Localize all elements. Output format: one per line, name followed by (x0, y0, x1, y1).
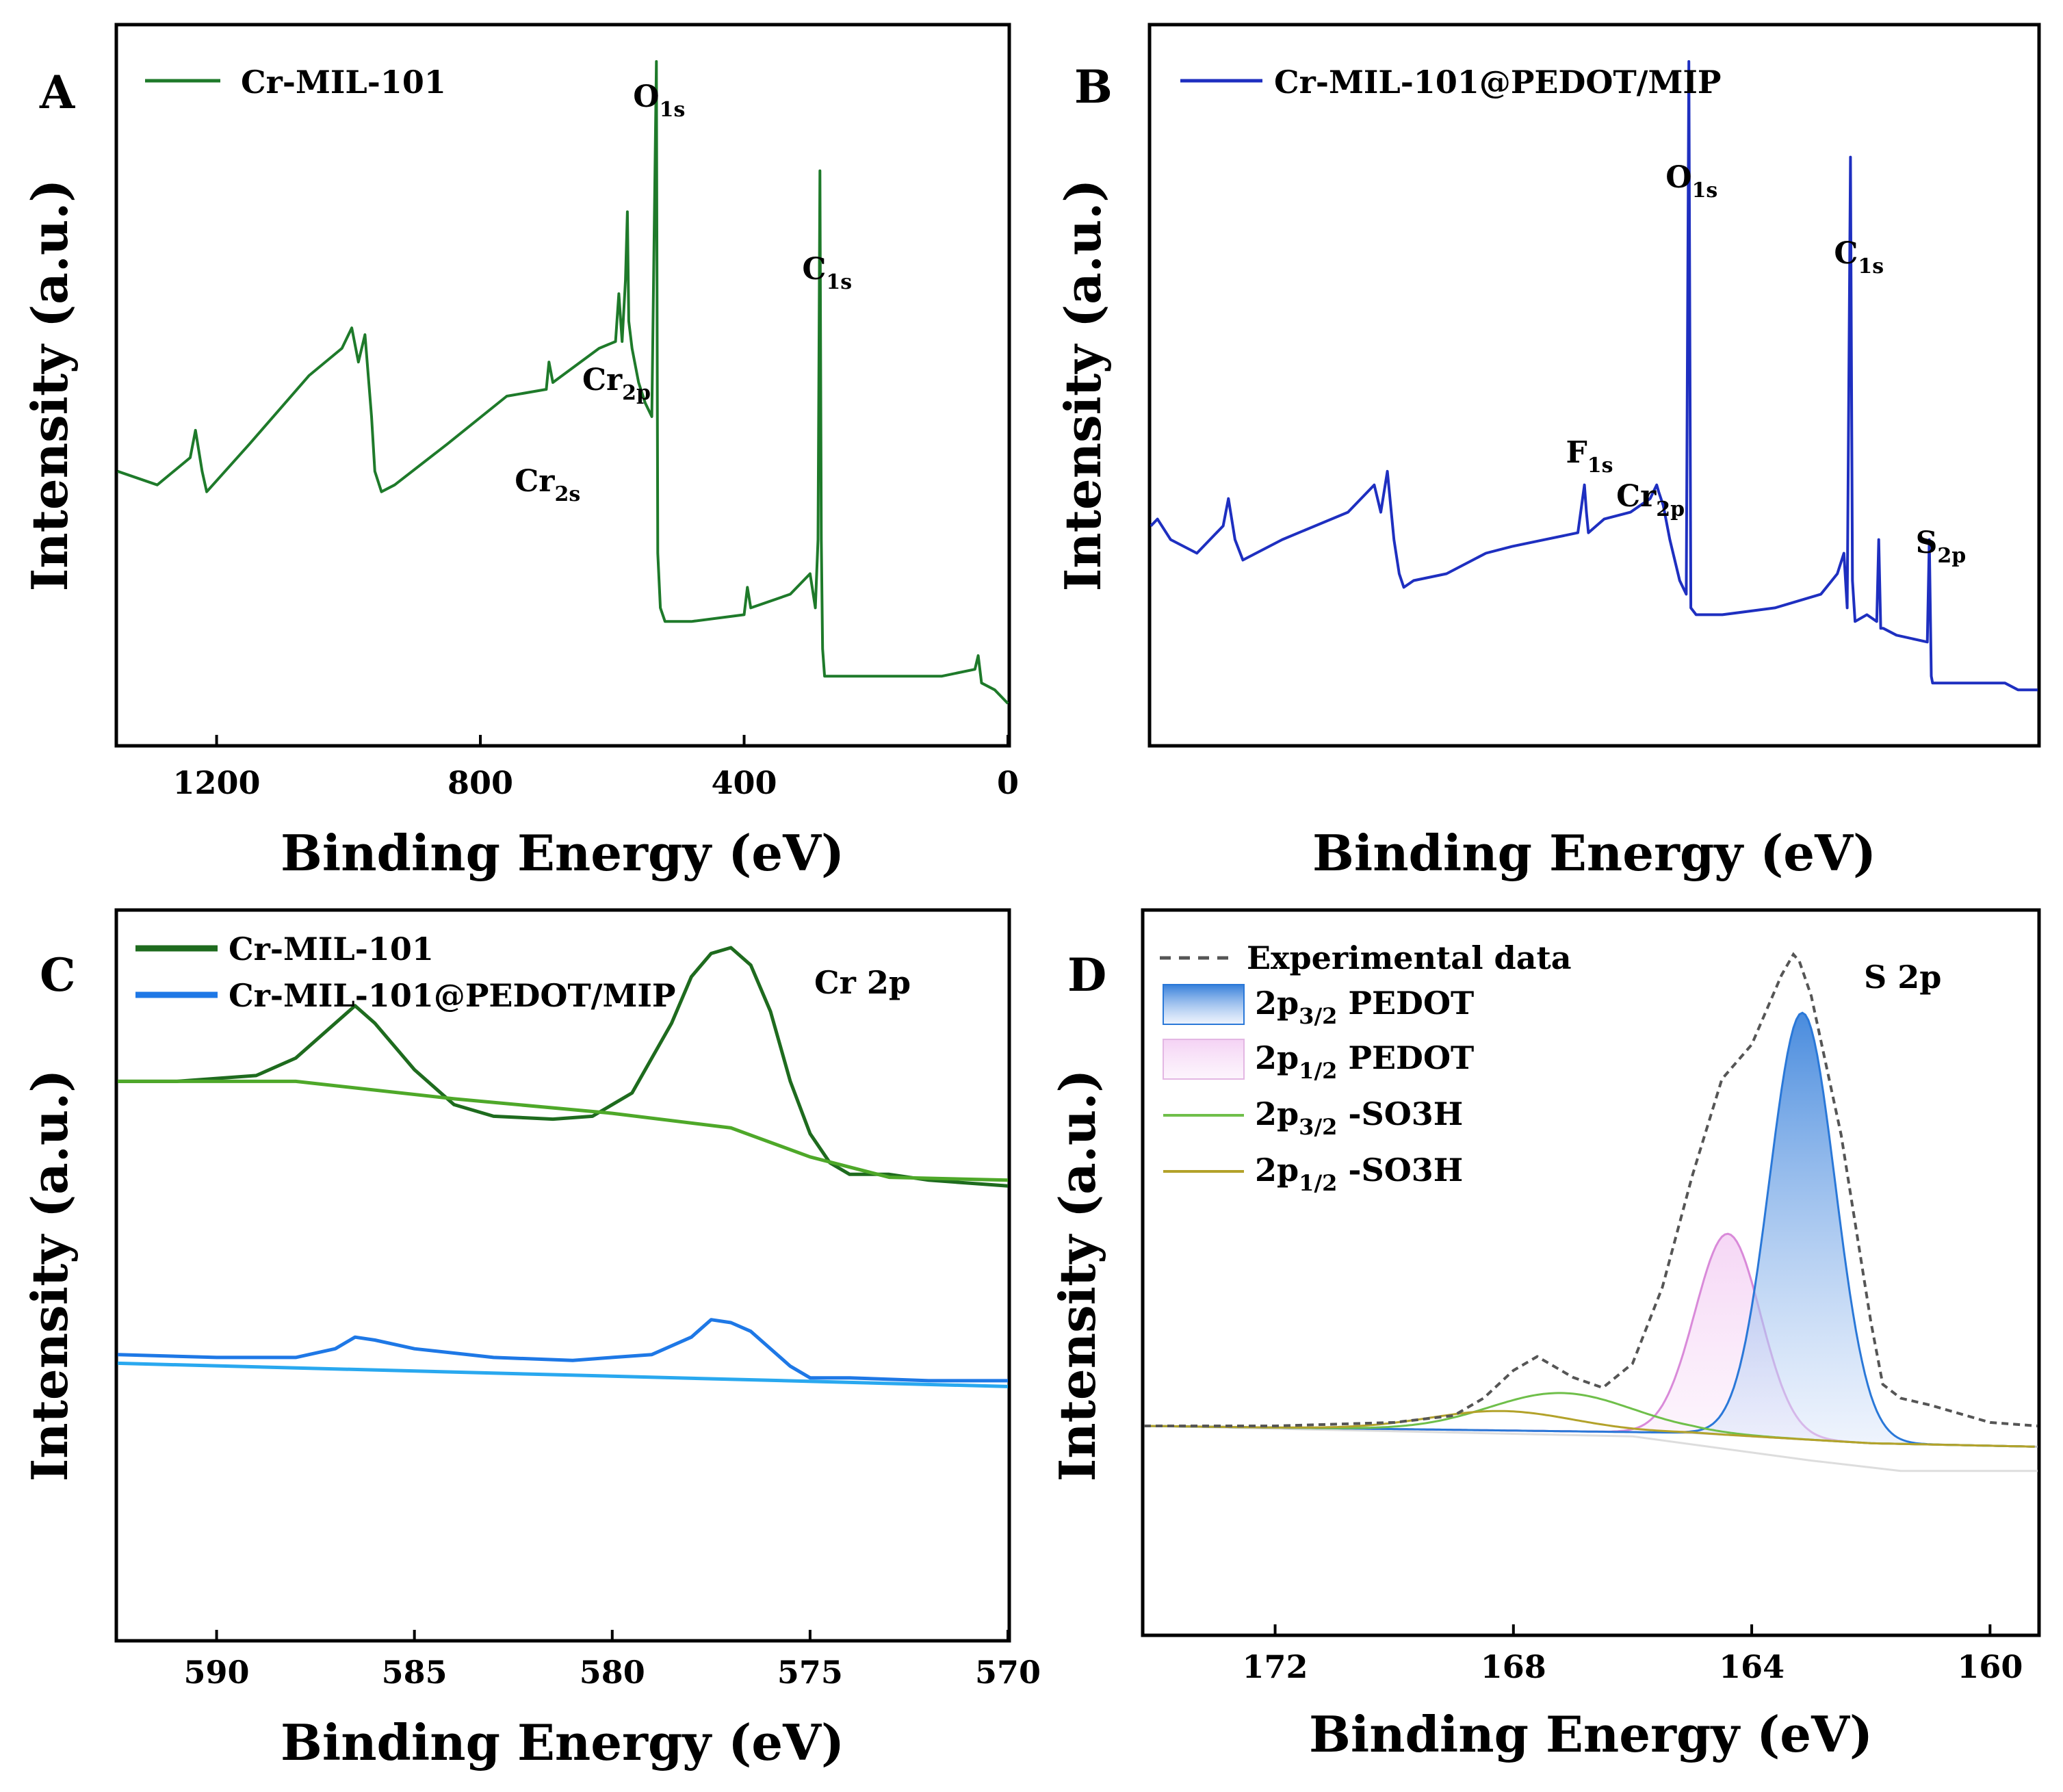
legend-swatch-2p12-pedot (1163, 1039, 1245, 1080)
panel-c-frame (114, 908, 1011, 1643)
panel-a-annotations: O1s C1s Cr2p Cr2s (515, 79, 852, 506)
series-line-cr-mil-101-pedot-mip-background (117, 1361, 1009, 1388)
legend-label-c-1: Cr-MIL-101 (229, 931, 434, 968)
x-tick-label: 172 (1243, 1648, 1308, 1685)
panel-a-frame (114, 23, 1011, 748)
faint-background-line (1143, 1425, 2038, 1472)
legend-label-b: Cr-MIL-101@PEDOT/MIP (1274, 64, 1722, 101)
panel-d: D 172 168 164 160 S 2p Experimental data 2p… (1048, 908, 2041, 1763)
panel-label-c: C (40, 948, 76, 1002)
series-fill-2p1-2-pedot (1144, 1234, 2035, 1447)
panel-title-d: S 2p (1864, 959, 1941, 996)
x-tick-label: 1200 (173, 764, 261, 801)
series-line-2p1-2-pedot (1144, 1232, 2035, 1448)
panel-d-frame (1141, 908, 2041, 1637)
x-axis-label-b: Binding Energy (eV) (1312, 824, 1876, 882)
legend-label-a: Cr-MIL-101 (241, 64, 446, 101)
series-line-2p3-2-pedot (1144, 1011, 2035, 1448)
panel-c: C 590 585 580 575 570 Cr-MIL-101 Cr-MIL-101@… (21, 908, 1041, 1771)
x-axis-label-d: Binding Energy (eV) (1309, 1705, 1873, 1763)
legend-label-2p32-pedot: 2p3/2 PEDOT (1255, 985, 1474, 1029)
legend-swatch-2p32-pedot (1163, 984, 1245, 1025)
series-line-cr-mil-101 (117, 60, 1009, 705)
peak-label-c1s: C1s (1834, 236, 1884, 278)
panel-b-series (1150, 60, 2038, 692)
panel-c-x-ticks: 590 585 580 575 570 (184, 1630, 1041, 1691)
panel-a-x-ticks: 1200 800 400 0 (173, 735, 1019, 801)
x-tick-label: 164 (1719, 1648, 1785, 1685)
x-tick-label: 570 (975, 1654, 1041, 1691)
legend-label-2p12-pedot: 2p1/2 PEDOT (1255, 1039, 1474, 1084)
series-line-cr-mil-101-pedot-mip (1150, 60, 2038, 692)
peak-label-o1s: O1s (1665, 160, 1717, 203)
panel-b-frame (1147, 23, 2041, 748)
series-line-2p1-2-so3h (1144, 1410, 2035, 1448)
series-line-cr-mil-101-pedot-mip (117, 1318, 1008, 1383)
panel-label-b: B (1074, 60, 1113, 114)
x-tick-label: 585 (382, 1654, 447, 1691)
x-tick-label: 0 (997, 764, 1019, 801)
peak-label-c1s: C1s (802, 252, 852, 294)
x-tick-label: 168 (1481, 1648, 1546, 1685)
panel-label-d: D (1067, 948, 1106, 1002)
series-line-cr-mil-101-background (118, 1079, 1009, 1182)
x-tick-label: 400 (712, 764, 777, 801)
panel-d-series (1143, 952, 2038, 1472)
series-fill-2p3-2-pedot (1144, 1013, 2035, 1447)
y-axis-label-c: Intensity (a.u.) (21, 1069, 79, 1482)
panel-title-c: Cr 2p (814, 964, 911, 1001)
panel-label-a: A (39, 66, 75, 119)
peak-label-o1s: O1s (633, 79, 685, 122)
panel-d-x-ticks: 172 168 164 160 (1243, 1624, 2023, 1685)
peak-label-cr2p: Cr2p (582, 363, 651, 405)
y-axis-label-d: Intensity (a.u.) (1048, 1069, 1106, 1482)
x-axis-label-a: Binding Energy (eV) (281, 824, 844, 882)
peak-label-f1s: F1s (1566, 435, 1613, 478)
x-tick-label: 575 (777, 1654, 843, 1691)
peak-label-cr2p: Cr2p (1616, 479, 1685, 521)
x-tick-label: 800 (447, 764, 513, 801)
y-axis-label-a: Intensity (a.u.) (21, 179, 79, 592)
panel-a-series (117, 60, 1009, 705)
peak-label-s2p: S2p (1916, 525, 1967, 568)
panel-c-series (117, 946, 1009, 1388)
x-tick-label: 580 (580, 1654, 645, 1691)
peak-label-cr2s: Cr2s (515, 464, 580, 506)
x-tick-label: 590 (184, 1654, 250, 1691)
legend-label-2p12-so3h: 2p1/2 -SO3H (1255, 1152, 1463, 1196)
legend-label-experimental: Experimental data (1247, 939, 1572, 976)
x-axis-label-c: Binding Energy (eV) (281, 1713, 844, 1771)
x-tick-label: 160 (1957, 1648, 2023, 1685)
series-line-experimental-data (1144, 952, 2038, 1427)
y-axis-label-b: Intensity (a.u.) (1054, 179, 1112, 592)
legend-label-c-2: Cr-MIL-101@PEDOT/MIP (229, 977, 676, 1014)
legend-label-2p32-so3h: 2p3/2 -SO3H (1255, 1095, 1463, 1140)
series-line-cr-mil-101 (118, 946, 1009, 1188)
